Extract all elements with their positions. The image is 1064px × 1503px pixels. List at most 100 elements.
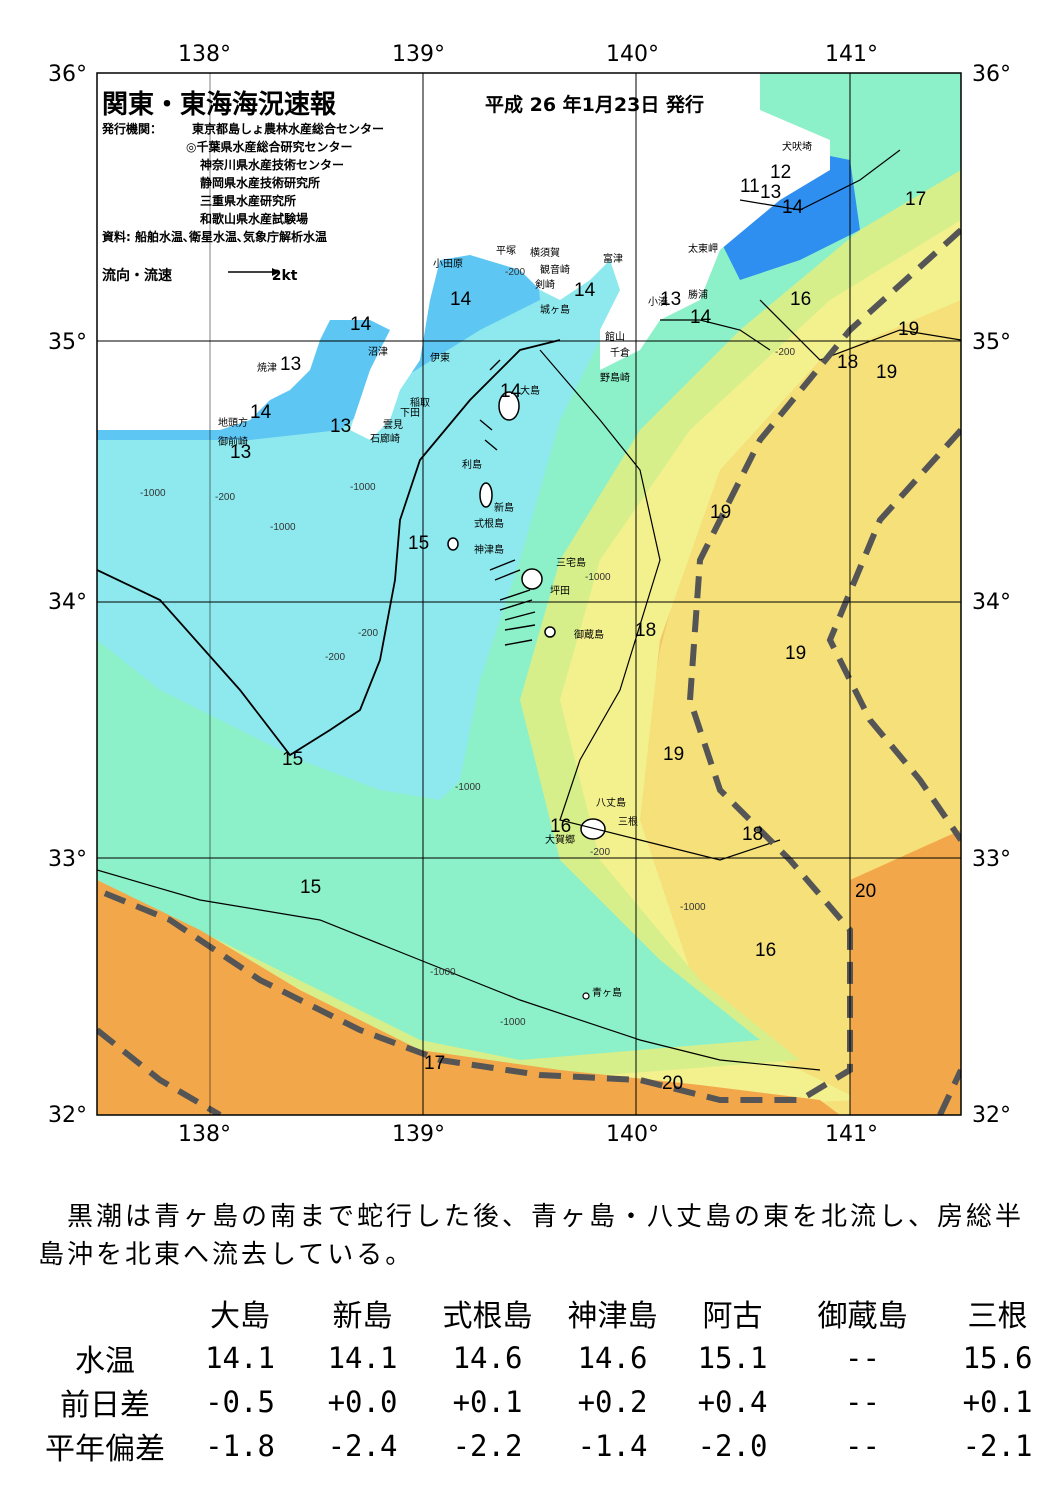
place-label: 三宅島 xyxy=(556,556,586,569)
island-temperature-table: 大島 新島 式根島 神津島 阿古 御蔵島 三根 水温 14.1 14.1 14.… xyxy=(30,1290,1060,1468)
isotherm-label: 18 xyxy=(837,352,858,373)
place-label: 勝浦 xyxy=(688,288,708,301)
depth-label: -200 xyxy=(325,652,345,663)
table-cell: -2.1 xyxy=(962,1429,1033,1463)
isotherm-label: 14 xyxy=(690,307,712,328)
place-label: 横須賀 xyxy=(530,246,560,259)
lat-tick: 32° xyxy=(972,1103,1011,1128)
data-source: 資料: 船舶水温､衛星水温､気象庁解析水温 xyxy=(102,230,327,244)
lon-tick: 139° xyxy=(392,42,445,67)
isotherm-label: 14 xyxy=(782,197,804,218)
table-cell: -0.5 xyxy=(205,1385,275,1419)
issuer-label: 発行機関： xyxy=(102,122,163,136)
table-cell: -- xyxy=(845,1429,880,1463)
lat-tick: 32° xyxy=(48,1103,87,1128)
place-label: 富津 xyxy=(603,252,623,265)
issuer-block: 発行機関： 東京都島しょ農林水産総合センター ◎千葉県水産総合研究センター 神奈川… xyxy=(102,120,384,246)
lat-tick: 35° xyxy=(972,330,1011,355)
place-label: 新島 xyxy=(494,501,514,514)
table-cell: 14.1 xyxy=(327,1341,398,1375)
issuer: ◎千葉県水産総合研究センター xyxy=(186,140,353,154)
isotherm-label: 14 xyxy=(500,381,522,402)
lon-tick: 139° xyxy=(392,1122,445,1147)
table-row: 平年偏差 -1.8 -2.4 -2.2 -1.4 -2.0 -- -2.1 xyxy=(30,1424,1060,1468)
isotherm-label: 13 xyxy=(280,354,301,375)
lat-tick: 33° xyxy=(972,847,1011,872)
column-header: 御蔵島 xyxy=(817,1299,908,1334)
lon-tick: 141° xyxy=(825,1122,878,1147)
depth-label: -200 xyxy=(590,847,610,858)
isotherm-label: 19 xyxy=(898,319,919,340)
place-label: 八丈島 xyxy=(596,796,626,809)
isotherm-label: 17 xyxy=(905,189,926,210)
table-cell: 14.6 xyxy=(452,1341,523,1375)
isotherm-label: 20 xyxy=(662,1073,683,1094)
depth-label: -1000 xyxy=(430,967,456,978)
place-label: 小田原 xyxy=(433,258,463,270)
isotherm-label: 13 xyxy=(330,416,351,437)
column-header: 式根島 xyxy=(442,1299,533,1334)
issue-date: 平成 26 年1月23日 発行 xyxy=(485,94,704,116)
isotherm-label: 15 xyxy=(282,749,303,770)
isotherm-label: 15 xyxy=(300,877,321,898)
depth-label: -1000 xyxy=(585,572,611,583)
place-label: 利島 xyxy=(462,458,482,471)
isotherm-label: 14 xyxy=(250,402,272,423)
table-cell: +0.4 xyxy=(697,1385,768,1419)
place-label: 千倉 xyxy=(610,346,630,359)
issuer: 三重県水産研究所 xyxy=(200,194,297,208)
table-cell: +0.1 xyxy=(452,1385,523,1419)
place-label: 御前崎 xyxy=(218,435,248,448)
depth-label: -200 xyxy=(358,628,378,639)
lat-tick: 34° xyxy=(48,590,87,615)
place-label: 式根島 xyxy=(474,517,504,530)
depth-label: -200 xyxy=(215,492,235,503)
isotherm-label: 15 xyxy=(408,533,429,554)
table-cell: -- xyxy=(845,1385,880,1419)
column-header: 神津島 xyxy=(567,1299,658,1334)
table-cell: -2.2 xyxy=(452,1429,523,1463)
place-label: 城ヶ島 xyxy=(540,303,570,316)
map-title: 関東・東海海況速報 xyxy=(102,90,337,120)
map-svg: 11 12 13 14 17 16 19 18 19 14 14 14 13 1… xyxy=(96,72,962,1116)
isotherm-label: 13 xyxy=(230,442,251,463)
table-cell: -- xyxy=(845,1341,880,1375)
issuer: 神奈川県水産技術センター xyxy=(200,158,345,172)
depth-label: -1000 xyxy=(500,1017,526,1028)
column-header: 新島 xyxy=(332,1299,393,1334)
place-labels: 犬吠埼 太東岬 勝浦 小湊 富津 館山 千倉 野島崎 横須賀 平塚 小田原 観音… xyxy=(218,140,812,999)
table-cell: -2.4 xyxy=(327,1429,398,1463)
isotherm-label: 16 xyxy=(790,289,811,310)
place-label: 稲取 xyxy=(410,397,430,409)
place-label: 三根 xyxy=(618,815,638,828)
lat-tick: 34° xyxy=(972,590,1011,615)
sea-temperature-map: 11 12 13 14 17 16 19 18 19 14 14 14 13 1… xyxy=(48,42,1011,1147)
table-cell: 14.6 xyxy=(577,1341,648,1375)
table-cell: +0.0 xyxy=(327,1385,398,1419)
isotherm-label: 19 xyxy=(876,362,897,383)
table-header-row: 大島 新島 式根島 神津島 阿古 御蔵島 三根 xyxy=(30,1290,1060,1336)
table-cell: +0.1 xyxy=(962,1385,1033,1419)
isotherm-label: 16 xyxy=(550,816,571,837)
place-label: 観音崎 xyxy=(540,263,570,276)
place-label: 太東岬 xyxy=(688,242,718,255)
depth-label: -1000 xyxy=(680,902,706,913)
depth-label: -1000 xyxy=(140,488,166,499)
column-header: 阿古 xyxy=(702,1299,763,1334)
place-label: 焼津 xyxy=(257,362,277,374)
isotherm-label: 18 xyxy=(635,620,656,641)
depth-label: -200 xyxy=(775,347,795,358)
isotherm-label: 14 xyxy=(574,280,596,301)
table-cell: -1.4 xyxy=(577,1429,648,1463)
row-label: 水温 xyxy=(75,1344,135,1379)
isotherm-label: 19 xyxy=(663,744,684,765)
sst-field xyxy=(97,73,961,1115)
table-cell: 14.1 xyxy=(205,1341,275,1375)
isotherm-label: 20 xyxy=(855,881,876,902)
depth-labels: -1000 -200 -1000 -1000 -200 -200 -1000 -… xyxy=(140,267,795,1028)
table-corner xyxy=(30,1290,180,1336)
grid-lines xyxy=(97,73,961,1115)
table-cell: 15.6 xyxy=(962,1341,1033,1375)
lon-tick: 138° xyxy=(178,42,231,67)
flow-legend-label: 流向・流速 xyxy=(102,268,172,284)
